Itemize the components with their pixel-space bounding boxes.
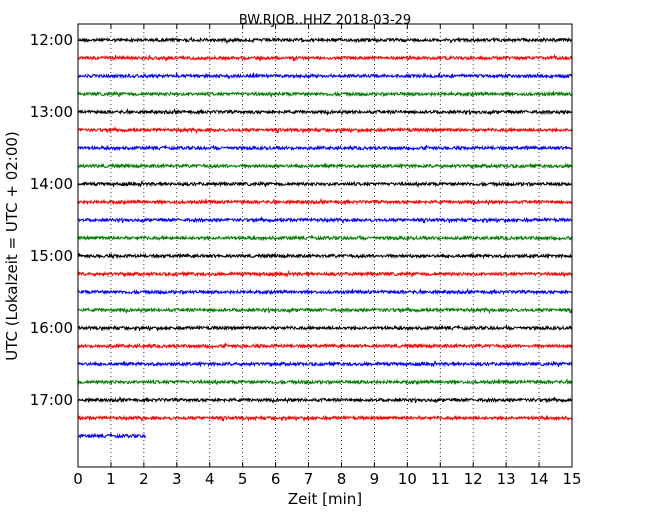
trace-1715 <box>77 414 573 422</box>
plot-frame <box>77 23 573 468</box>
x-tick-label: 2 <box>139 470 149 488</box>
trace-1630 <box>77 360 573 368</box>
trace-1430 <box>77 215 573 224</box>
trace-1300 <box>77 108 573 116</box>
trace-1315 <box>77 125 573 134</box>
trace-1330 <box>77 144 573 152</box>
chart-title: BW.RJOB..HHZ 2018-03-29 <box>239 13 411 28</box>
x-tick-label: 1 <box>106 470 116 488</box>
trace-1200 <box>77 36 573 45</box>
trace-1645 <box>77 378 573 387</box>
y-tick-label: 14:00 <box>30 175 73 193</box>
x-axis-label: Zeit [min] <box>288 490 362 508</box>
trace-1400 <box>77 180 573 189</box>
y-tick-label: 15:00 <box>30 247 73 265</box>
trace-1615 <box>77 342 573 350</box>
x-tick-label: 3 <box>172 470 182 488</box>
trace-1245 <box>77 90 573 99</box>
x-tick-label: 13 <box>497 470 516 488</box>
trace-1415 <box>77 198 573 206</box>
trace-1530 <box>77 288 573 296</box>
trace-1445 <box>77 234 573 242</box>
x-tick-label: 6 <box>271 470 281 488</box>
x-tick-label: 4 <box>205 470 215 488</box>
y-tick-label: 13:00 <box>30 103 73 121</box>
x-tick-label: 14 <box>530 470 549 488</box>
y-axis: 12:00 13:00 14:00 15:00 16:00 17:00 <box>30 31 572 409</box>
x-tick-label: 9 <box>370 470 380 488</box>
x-tick-label: 0 <box>73 470 83 488</box>
trace-1730 <box>77 432 146 439</box>
trace-1230 <box>77 72 573 80</box>
x-tick-label: 7 <box>304 470 314 488</box>
trace-1500 <box>77 252 573 260</box>
y-tick-label: 17:00 <box>30 391 73 409</box>
y-tick-label: 12:00 <box>30 31 73 49</box>
trace-1600 <box>77 324 573 332</box>
x-tick-label: 8 <box>337 470 347 488</box>
x-tick-label: 5 <box>238 470 248 488</box>
trace-1515 <box>77 270 573 279</box>
y-axis-label: UTC (Lokalzeit = UTC + 02:00) <box>3 131 21 361</box>
x-tick-label: 11 <box>431 470 450 488</box>
x-tick-label: 12 <box>464 470 483 488</box>
traces <box>77 36 573 439</box>
trace-1345 <box>77 162 573 170</box>
x-tick-label: 10 <box>398 470 417 488</box>
x-tick-label: 15 <box>562 470 581 488</box>
trace-1700 <box>77 395 573 404</box>
trace-1215 <box>77 53 573 62</box>
x-axis: 0 1 2 3 4 5 6 7 8 9 10 11 12 13 14 15 <box>73 24 582 488</box>
trace-1545 <box>77 305 573 314</box>
y-tick-label: 16:00 <box>30 319 73 337</box>
